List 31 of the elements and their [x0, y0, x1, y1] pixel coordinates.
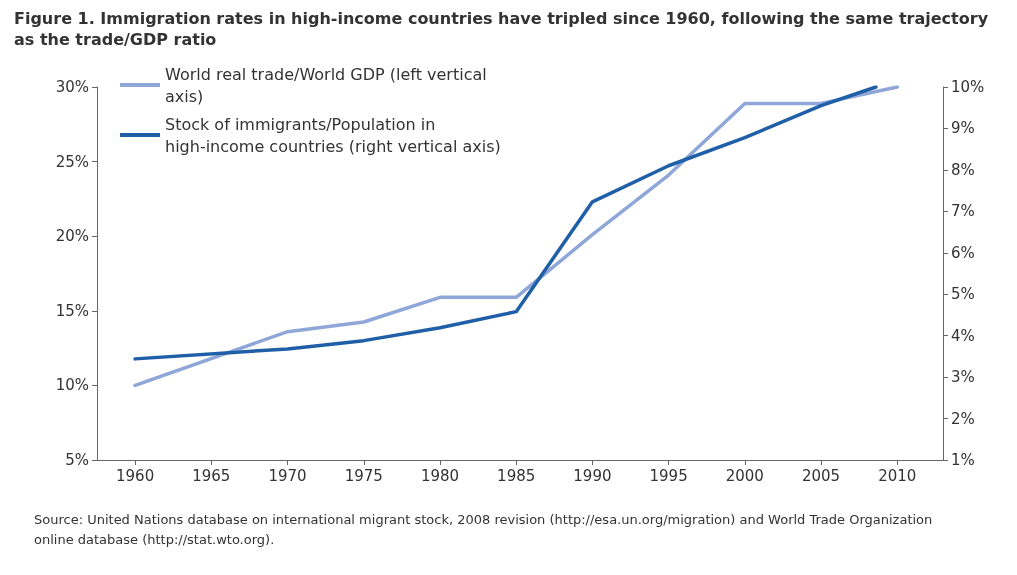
y-tick-label: 10%: [55, 376, 89, 395]
x-tick-label: 1990: [573, 466, 612, 485]
x-tick-label: 2005: [801, 466, 841, 485]
legend-label: Stock of immigrants/Population in high-income countries (right vertical axis): [165, 114, 501, 156]
legend-label: World real trade/World GDP (left vertical axis): [165, 64, 492, 106]
y2-tick-label: 2%: [951, 409, 975, 428]
y2-tick-label: 1%: [951, 451, 975, 469]
y-tick-label: 25%: [55, 152, 89, 171]
x-tick-label: 2010: [878, 466, 917, 485]
y-tick-label: 20%: [55, 227, 89, 246]
y2-tick-label: 7%: [951, 202, 975, 221]
y2-tick-label: 8%: [951, 160, 975, 179]
x-tick-label: 1975: [344, 466, 383, 485]
x-tick-label: 1970: [268, 466, 307, 485]
y-tick-label: 30%: [55, 78, 89, 96]
x-tick-label: 1965: [192, 466, 231, 485]
y2-tick-label: 9%: [951, 119, 975, 138]
y2-tick-label: 3%: [951, 368, 975, 387]
y2-tick-label: 5%: [951, 285, 975, 304]
x-tick-label: 1980: [420, 466, 460, 485]
y2-tick-label: 4%: [951, 326, 975, 345]
x-tick-label: 2000: [725, 466, 764, 485]
x-tick-label: 1985: [497, 466, 536, 485]
y2-tick-label: 10%: [951, 78, 985, 96]
y2-tick-label: 6%: [951, 243, 975, 262]
chart-title: Figure 1. Immigration rates in high-income countries have tripled since 1960, following the same trajectory as the trade/GDP ratio: [14, 8, 990, 50]
x-tick-label: 1960: [116, 466, 155, 485]
x-tick-label: 1995: [649, 466, 688, 485]
y-tick-label: 5%: [65, 451, 89, 469]
source-note: Source: United Nations database on international migrant stock, 2008 revision (http://esa.un.org/migration) and World Trade Organization online database (http://stat.wto.org).: [34, 511, 934, 549]
y-tick-label: 15%: [55, 301, 89, 320]
